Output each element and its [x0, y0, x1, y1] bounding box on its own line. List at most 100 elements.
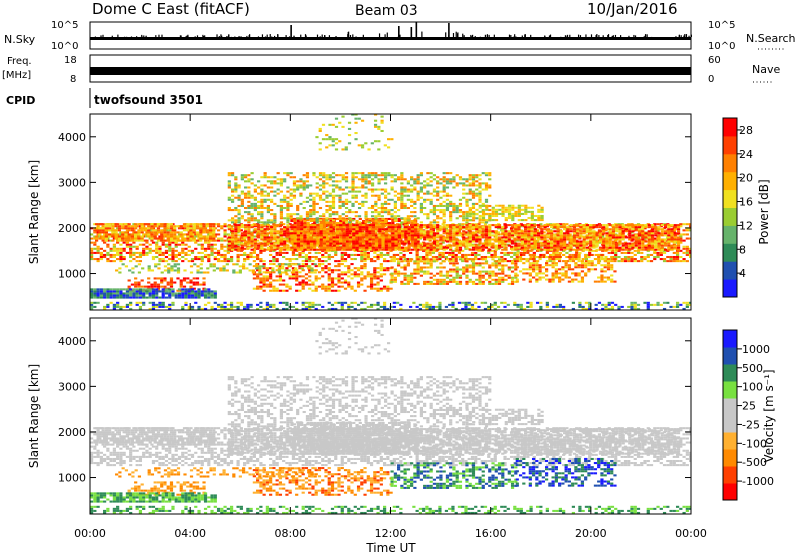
- power-cell: [384, 230, 388, 233]
- power-cell: [355, 248, 359, 251]
- power-cell: [389, 260, 393, 263]
- power-cell: [595, 234, 599, 237]
- power-cell: [392, 260, 396, 263]
- power-cell: [189, 239, 193, 242]
- power-cell: [582, 244, 586, 247]
- power-cell: [260, 224, 264, 227]
- power-cell: [305, 200, 310, 203]
- power-cell: [545, 260, 549, 263]
- power-cell: [679, 233, 683, 236]
- power-cell: [576, 224, 580, 227]
- power-cell: [654, 230, 658, 233]
- power-cell: [405, 258, 409, 261]
- power-cell: [414, 224, 418, 227]
- power-cell: [230, 230, 235, 233]
- power-cell: [161, 243, 165, 246]
- power-cell: [540, 232, 544, 235]
- nsky-spike: [514, 34, 516, 37]
- power-cell: [257, 206, 261, 210]
- nsky-spike: [300, 34, 302, 37]
- power-cell: [270, 230, 274, 233]
- power-cell: [283, 196, 287, 199]
- power-cell: [478, 228, 482, 231]
- power-cell: [503, 260, 507, 263]
- power-cell: [673, 240, 677, 243]
- power-cell: [350, 253, 354, 256]
- power-cell: [253, 196, 257, 199]
- power-cell: [302, 184, 306, 187]
- power-cell: [630, 255, 634, 259]
- power-cell: [151, 258, 156, 261]
- power-cell: [504, 234, 508, 237]
- power-cell: [391, 224, 395, 227]
- power-cell: [673, 238, 677, 241]
- power-cell: [244, 194, 248, 197]
- power-cell: [313, 238, 317, 241]
- power-cell: [160, 225, 164, 228]
- power-cell: [672, 255, 676, 259]
- power-cell: [389, 255, 393, 259]
- nave-tick-bottom: 0: [708, 74, 714, 85]
- nsky-spike: [349, 34, 352, 37]
- power-cell: [431, 249, 436, 252]
- power-cell: [273, 226, 277, 229]
- power-cell: [611, 224, 616, 227]
- power-cell: [371, 242, 375, 245]
- power-cell: [286, 196, 290, 199]
- power-cell: [344, 221, 349, 224]
- power-cell: [270, 182, 274, 185]
- power-cell: [410, 240, 414, 243]
- power-cell: [263, 194, 267, 197]
- power-cell: [504, 248, 508, 251]
- power-cell: [576, 232, 580, 235]
- power-cell: [566, 234, 570, 237]
- nsky-spike: [688, 35, 690, 37]
- power-cell: [276, 238, 280, 241]
- power-cell: [637, 232, 642, 235]
- power-cell: [520, 234, 524, 237]
- power-cell: [239, 253, 243, 256]
- power-cell: [670, 244, 674, 247]
- power-cell: [610, 247, 615, 250]
- power-cell: [666, 260, 670, 263]
- power-cell: [410, 228, 414, 231]
- power-cell: [468, 226, 472, 229]
- power-cell: [418, 258, 422, 261]
- power-cell: [602, 246, 606, 249]
- power-cell: [654, 246, 658, 249]
- power-cell: [465, 242, 469, 245]
- power-cell: [317, 258, 322, 261]
- power-cell: [161, 241, 165, 244]
- power-cell: [357, 215, 362, 218]
- power-cell: [439, 228, 443, 231]
- power-cell: [634, 238, 638, 241]
- power-cell: [220, 237, 224, 240]
- power-cell: [296, 238, 301, 241]
- power-cell: [135, 245, 139, 248]
- power-cell: [461, 227, 465, 230]
- power-cell: [334, 260, 338, 263]
- power-cell: [223, 260, 227, 263]
- power-cell: [331, 230, 336, 233]
- power-cell: [150, 237, 154, 240]
- power-cell: [457, 249, 462, 252]
- power-cell: [335, 236, 340, 239]
- power-cell: [585, 226, 590, 229]
- power-cell: [300, 242, 304, 245]
- nsky-spike: [328, 35, 331, 37]
- power-cell: [354, 176, 358, 179]
- power-cell: [282, 223, 286, 226]
- power-cell: [322, 242, 327, 245]
- power-cell: [410, 242, 414, 245]
- power-cell: [365, 234, 369, 237]
- power-cell: [344, 198, 349, 201]
- power-cell: [338, 194, 342, 197]
- power-cell: [490, 255, 494, 259]
- power-cell: [340, 253, 344, 256]
- power-cell: [494, 248, 498, 251]
- power-cell: [169, 233, 174, 236]
- power-cell: [423, 234, 427, 237]
- power-cell: [163, 231, 167, 234]
- power-cell: [104, 227, 108, 230]
- power-cell: [673, 224, 677, 227]
